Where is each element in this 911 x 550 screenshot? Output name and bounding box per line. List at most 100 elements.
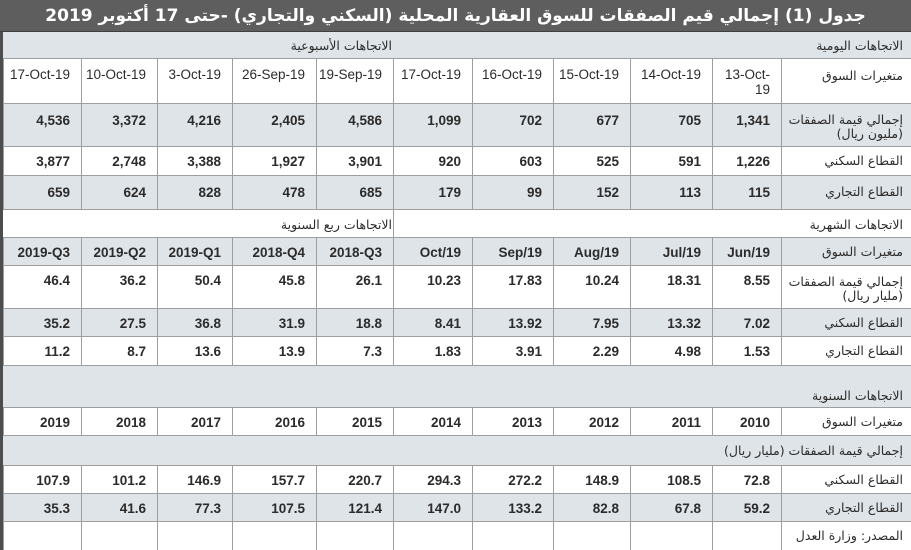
residential-value-cell: 148.9 [553, 466, 630, 493]
column-header-date: 16-Oct-19 [472, 59, 553, 103]
commercial-value-cell: 1.53 [712, 337, 781, 365]
column-header-date: 3-Oct-19 [157, 59, 232, 103]
residential-value-cell: 35.2 [3, 309, 81, 336]
column-divider [781, 104, 782, 146]
annual-header-row: متغيرات السوق 2010 2011 2012 2013 2014 2015 201… [3, 408, 911, 436]
residential-value-cell: 3,388 [157, 147, 232, 175]
commercial-value-cell: 13.9 [232, 337, 316, 365]
column-header-date: 15-Oct-19 [553, 59, 630, 103]
daily-weekly-section-header: الاتجاهات اليومية الاتجاهات الأسبوعية [3, 32, 911, 59]
daily-weekly-commercial-row: القطاع التجاري 115 113 152 99 179 685 478 828 624… [3, 176, 911, 210]
commercial-value-cell: 8.7 [81, 337, 157, 365]
total-value-cell: 46.4 [3, 266, 81, 308]
residential-value-cell: 18.8 [316, 309, 393, 336]
monthly-quarterly-residential-row: القطاع السكني 7.02 13.32 7.95 13.92 8.41 18.8 3… [3, 309, 911, 337]
commercial-value-cell: 1.83 [393, 337, 472, 365]
column-header-date: 19-Sep-19 [316, 59, 393, 103]
residential-value-cell: 13.92 [472, 309, 553, 336]
residential-value-cell: 1,927 [232, 147, 316, 175]
empty-cell [81, 522, 157, 550]
column-header-period: Jun/19 [712, 238, 781, 265]
commercial-value-cell: 59.2 [712, 494, 781, 521]
column-header-date: 10-Oct-19 [81, 59, 157, 103]
residential-value-cell: 36.8 [157, 309, 232, 336]
quarterly-trends-title: الاتجاهات ربع السنوية [280, 217, 392, 232]
column-header-period: Jul/19 [630, 238, 712, 265]
source-row: المصدر: وزارة العدل [3, 522, 911, 550]
residential-value-cell: 7.95 [553, 309, 630, 336]
monthly-quarterly-commercial-row: القطاع التجاري 1.53 4.98 2.29 3.91 1.83 7.3 13.… [3, 337, 911, 366]
total-value-cell: 10.23 [393, 266, 472, 308]
commercial-value-cell: 624 [81, 176, 157, 209]
residential-value-cell: 27.5 [81, 309, 157, 336]
daily-trends-title: الاتجاهات اليومية [816, 38, 903, 53]
row-label-commercial: القطاع التجاري [825, 184, 903, 199]
total-value-cell: 10.24 [553, 266, 630, 308]
total-value-cell: 2,405 [232, 104, 316, 146]
commercial-value-cell: 685 [316, 176, 393, 209]
row-label-residential: القطاع السكني [824, 472, 903, 487]
column-divider [781, 337, 782, 365]
total-value-cell: 36.2 [81, 266, 157, 308]
row-label-market-variables: متغيرات السوق [822, 68, 903, 83]
column-divider [781, 309, 782, 336]
column-header-year: 2015 [316, 408, 393, 435]
residential-value-cell: 3,901 [316, 147, 393, 175]
residential-value-cell: 107.9 [3, 466, 81, 493]
column-header-year: 2014 [393, 408, 472, 435]
table-title: جدول (1) إجمالي قيم الصفقات للسوق العقار… [0, 0, 911, 32]
monthly-quarterly-section-header: الاتجاهات الشهرية الاتجاهات ربع السنوية [3, 210, 911, 238]
total-value-cell: 50.4 [157, 266, 232, 308]
residential-value-cell: 31.9 [232, 309, 316, 336]
column-header-date: 13-Oct-19 [712, 59, 781, 103]
commercial-value-cell: 4.98 [630, 337, 712, 365]
column-header-year: 2017 [157, 408, 232, 435]
total-value-cell: 4,216 [157, 104, 232, 146]
annual-commercial-row: القطاع التجاري 59.2 67.8 82.8 133.2 147.0 121.… [3, 494, 911, 522]
row-label-commercial: القطاع التجاري [825, 500, 903, 515]
total-value-cell: 18.31 [630, 266, 712, 308]
column-header-period: Oct/19 [393, 238, 472, 265]
total-value-cell: 17.83 [472, 266, 553, 308]
column-header-year: 2010 [712, 408, 781, 435]
row-label-total-value: إجمالي قيمة الصفقات (مليون ريال) [788, 112, 903, 141]
section-divider [393, 210, 394, 237]
commercial-value-cell: 82.8 [553, 494, 630, 521]
commercial-value-cell: 179 [393, 176, 472, 209]
column-header-year: 2012 [553, 408, 630, 435]
row-label-commercial: القطاع التجاري [825, 343, 903, 358]
residential-value-cell: 525 [553, 147, 630, 175]
commercial-value-cell: 133.2 [472, 494, 553, 521]
column-divider [781, 176, 782, 209]
daily-weekly-residential-row: القطاع السكني 1,226 591 525 603 920 3,901 1,927… [3, 147, 911, 176]
column-divider [781, 59, 782, 103]
commercial-value-cell: 107.5 [232, 494, 316, 521]
column-header-year: 2013 [472, 408, 553, 435]
commercial-value-cell: 478 [232, 176, 316, 209]
residential-value-cell: 101.2 [81, 466, 157, 493]
row-label-market-variables: متغيرات السوق [822, 244, 903, 259]
column-header-period: 2018-Q4 [232, 238, 316, 265]
residential-value-cell: 7.02 [712, 309, 781, 336]
daily-weekly-total-row: إجمالي قيمة الصفقات (مليون ريال) 1,341 705… [3, 104, 911, 147]
daily-weekly-header-row: متغيرات السوق 13-Oct-19 14-Oct-19 15-Oct-19… [3, 59, 911, 104]
empty-cell [3, 522, 81, 550]
column-header-year: 2016 [232, 408, 316, 435]
residential-value-cell: 8.41 [393, 309, 472, 336]
total-value-cell: 4,586 [316, 104, 393, 146]
empty-cell [712, 522, 781, 550]
empty-cell [157, 522, 232, 550]
total-value-cell: 702 [472, 104, 553, 146]
column-header-year: 2011 [630, 408, 712, 435]
commercial-value-cell: 828 [157, 176, 232, 209]
total-value-cell: 3,372 [81, 104, 157, 146]
residential-value-cell: 294.3 [393, 466, 472, 493]
residential-value-cell: 72.8 [712, 466, 781, 493]
annual-residential-row: القطاع السكني 72.8 108.5 148.9 272.2 294.3 220… [3, 466, 911, 494]
residential-value-cell: 591 [630, 147, 712, 175]
row-label-market-variables: متغيرات السوق [822, 414, 903, 429]
column-divider [781, 408, 782, 435]
commercial-value-cell: 3.91 [472, 337, 553, 365]
column-header-year: 2019 [3, 408, 81, 435]
